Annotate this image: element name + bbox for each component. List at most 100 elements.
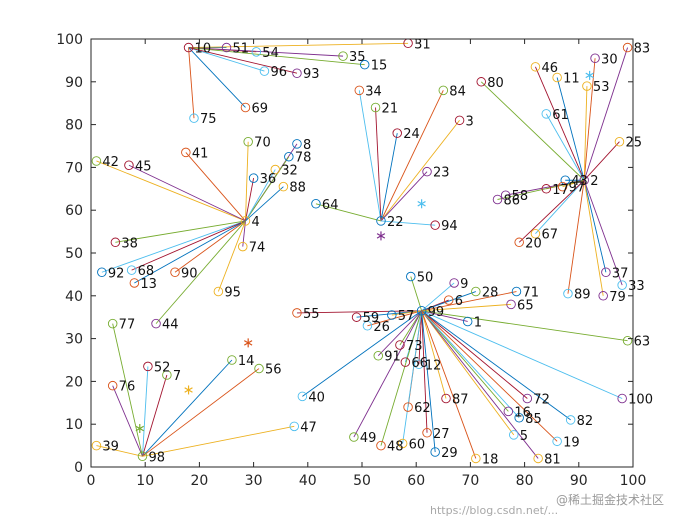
cluster-center-1: [417, 199, 426, 209]
point-label-37: 37: [612, 266, 629, 281]
point-label-92: 92: [108, 266, 125, 281]
point-label-39: 39: [102, 440, 119, 455]
edge-99-19: [421, 310, 558, 442]
point-25: [614, 136, 625, 147]
point-label-20: 20: [525, 236, 542, 251]
edge-98-14: [142, 359, 233, 457]
point-33: [617, 280, 627, 290]
y-tick-label-30: 30: [65, 332, 83, 348]
edge-4-70: [245, 141, 249, 221]
point-75: [189, 113, 199, 123]
edge-2-86: [497, 179, 585, 200]
point-label-40: 40: [308, 390, 325, 405]
point-61: [541, 109, 552, 119]
point-28: [471, 286, 481, 297]
edge-10-35: [188, 47, 344, 57]
point-72: [522, 393, 533, 404]
point-38: [110, 237, 121, 248]
edge-2-79: [583, 180, 604, 296]
point-label-23: 23: [433, 166, 450, 181]
point-94: [430, 220, 440, 230]
point-label-46: 46: [541, 61, 558, 76]
edge-99-40: [302, 310, 422, 397]
point-64: [311, 199, 321, 209]
edge-99-18: [421, 310, 477, 459]
point-46: [530, 62, 541, 72]
y-tick-label-50: 50: [65, 246, 83, 262]
edge-22-84: [380, 90, 444, 222]
edge-4-13: [134, 220, 246, 284]
point-label-61: 61: [552, 108, 569, 123]
point-67: [530, 228, 541, 239]
point-60: [397, 438, 408, 449]
point-76: [107, 380, 118, 391]
point-23: [422, 166, 432, 177]
point-81: [533, 453, 543, 464]
edge-99-9: [421, 282, 455, 312]
point-36: [248, 173, 259, 183]
point-22: [376, 216, 386, 226]
point-label-38: 38: [121, 236, 138, 251]
point-label-6: 6: [455, 294, 463, 309]
edge-2-33: [583, 180, 623, 286]
edge-98-52: [142, 366, 149, 457]
x-tick-label-60: 60: [407, 473, 425, 489]
point-label-51: 51: [233, 42, 250, 57]
edge-22-3: [380, 120, 460, 222]
point-label-42: 42: [102, 155, 119, 170]
point-label-56: 56: [265, 363, 282, 378]
point-label-16: 16: [514, 405, 531, 420]
point-13: [129, 278, 140, 288]
point-12: [414, 359, 424, 370]
point-3: [454, 115, 465, 126]
edge-99-85: [421, 310, 520, 419]
point-68: [126, 265, 137, 275]
edge-2-30: [583, 58, 596, 181]
point-label-44: 44: [162, 318, 179, 333]
point-87: [441, 393, 451, 404]
point-label-10: 10: [195, 42, 212, 57]
point-14: [227, 355, 237, 365]
edge-99-71: [421, 291, 517, 312]
edge-4-45: [128, 164, 246, 222]
point-label-49: 49: [360, 431, 377, 446]
edge-22-34: [358, 90, 382, 221]
point-78: [284, 151, 294, 162]
point-98: [137, 451, 148, 462]
y-tick-label-0: 0: [74, 460, 83, 476]
point-label-52: 52: [154, 360, 171, 375]
edge-4-36: [245, 178, 255, 221]
point-99: [416, 306, 427, 316]
point-17: [541, 184, 552, 194]
edge-99-72: [421, 310, 528, 399]
edge-2-83: [583, 47, 629, 181]
point-label-11: 11: [563, 72, 580, 87]
edge-99-63: [421, 310, 628, 342]
point-10: [183, 42, 194, 53]
point-label-75: 75: [200, 112, 217, 127]
point-label-14: 14: [238, 354, 255, 369]
watermark-community: @稀土掘金技术社区: [556, 493, 665, 507]
point-24: [392, 128, 402, 138]
edge-4-42: [96, 160, 246, 222]
point-83: [622, 42, 633, 53]
point-42: [91, 156, 102, 166]
point-69: [240, 102, 251, 113]
point-label-7: 7: [173, 369, 181, 384]
point-label-62: 62: [414, 401, 431, 416]
point-labels: 1234567891011121314151617181920212223242…: [102, 37, 653, 467]
point-label-99: 99: [428, 305, 445, 320]
edge-99-73: [399, 310, 423, 346]
point-label-33: 33: [628, 279, 645, 294]
edge-22-24: [380, 133, 398, 221]
point-label-94: 94: [441, 219, 458, 234]
cluster-center-2: [376, 231, 386, 241]
watermark-blog-url: https://blog.csdn.net/...: [430, 504, 559, 517]
y-tick-label-70: 70: [65, 160, 83, 176]
point-label-73: 73: [406, 339, 423, 354]
y-tick-label-10: 10: [65, 417, 83, 433]
point-65: [506, 299, 516, 310]
point-39: [91, 440, 102, 451]
edge-10-69: [188, 47, 246, 108]
x-tick-label-90: 90: [570, 473, 588, 489]
